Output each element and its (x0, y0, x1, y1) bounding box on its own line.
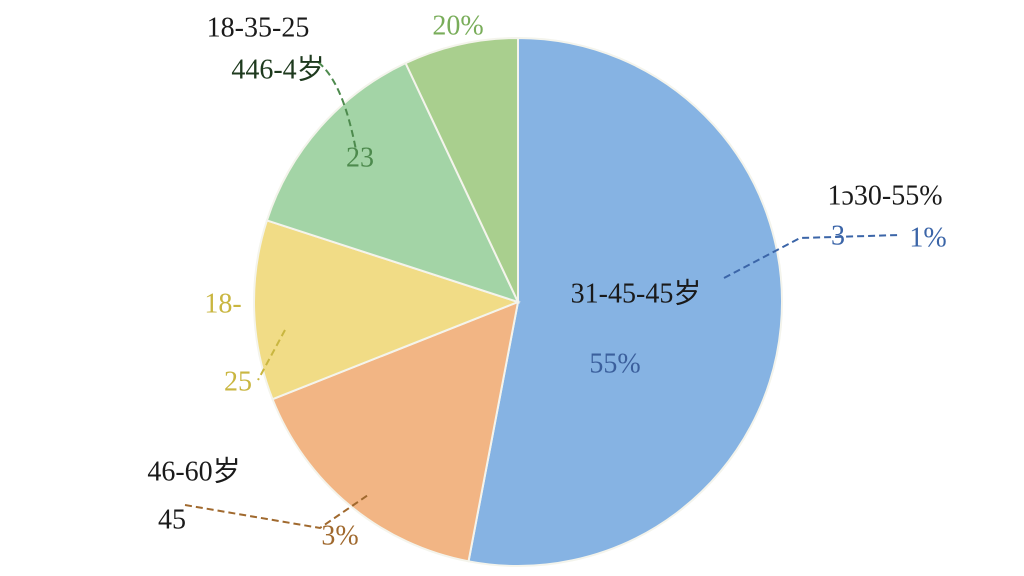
annotation: 18- (204, 288, 241, 319)
annotation: 1ɔ30-55% (827, 180, 942, 211)
pie (253, 36, 783, 567)
leader-line (317, 61, 357, 151)
annotation: 23 (346, 142, 374, 173)
pie-slice (271, 300, 520, 563)
pie-slice (253, 219, 521, 401)
annotation: 3 (831, 220, 845, 251)
annotation: 55% (589, 348, 640, 379)
annotation: 20% (432, 10, 483, 41)
leader-line (723, 234, 901, 279)
annotation: 3% (321, 520, 358, 551)
pie-slice (404, 36, 519, 303)
pie-slice (265, 61, 520, 304)
leader-line (184, 494, 369, 530)
annotation: 1% (909, 222, 946, 253)
leader-line (257, 329, 286, 381)
annotation: 45 (158, 504, 186, 535)
annotation: 25 (224, 366, 252, 397)
pie-slice (467, 36, 783, 567)
annotation: 31-45-45岁 (571, 277, 702, 309)
leader-lines (184, 61, 901, 530)
annotation: 446-4岁 (231, 53, 324, 85)
annotation: 46-60岁 (147, 455, 240, 487)
annotation: 18-35-25 (207, 12, 310, 43)
